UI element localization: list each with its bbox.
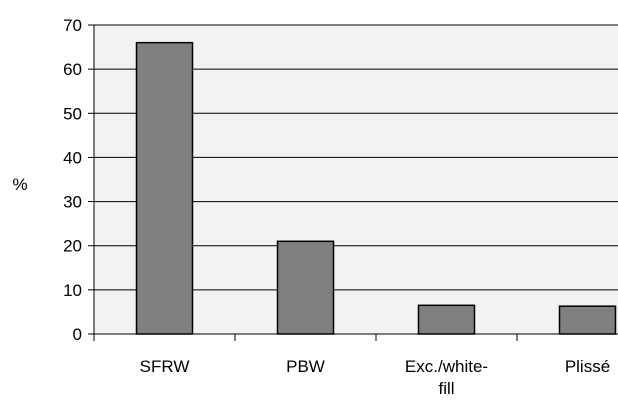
y-tick-labels: 0 10 20 30 40 50 60 70: [63, 16, 82, 344]
axes: [88, 24, 618, 341]
y-tick-label: 40: [63, 148, 82, 167]
bar: [135, 41, 194, 335]
y-tick-label: 60: [63, 60, 82, 79]
y-axis-title: %: [12, 175, 27, 194]
y-tick-label: 10: [63, 281, 82, 300]
bar: [417, 304, 476, 335]
x-category-label: PBW: [286, 357, 325, 376]
y-tick-label: 0: [73, 325, 82, 344]
x-category-labels: SFRW PBW Exc./white-fill Plissé: [140, 357, 611, 398]
y-tick-label: 50: [63, 104, 82, 123]
y-tick-label: 70: [63, 16, 82, 35]
y-tick-label: 30: [63, 193, 82, 212]
x-category-label: SFRW: [140, 357, 190, 376]
y-tick-label: 20: [63, 237, 82, 256]
x-category-label: Exc./white-fill: [405, 357, 488, 398]
bar: [276, 240, 335, 335]
x-category-label: Plissé: [565, 357, 610, 376]
bar: [558, 305, 617, 335]
